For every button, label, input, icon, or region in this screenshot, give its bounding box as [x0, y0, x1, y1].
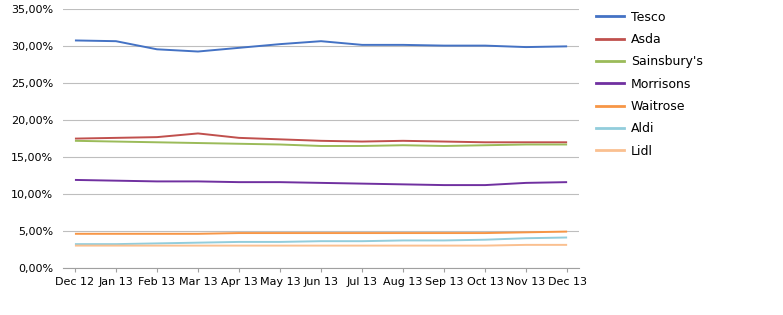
Morrisons: [439, 183, 449, 187]
Line: Sainsbury's: Sainsbury's: [75, 141, 567, 146]
Asda: [439, 140, 449, 143]
Sainsbury's: [276, 143, 285, 146]
Lidl: [111, 244, 121, 248]
Sainsbury's: [439, 144, 449, 148]
Tesco: [316, 39, 326, 43]
Aldi: [111, 242, 121, 246]
Tesco: [193, 50, 203, 54]
Aldi: [399, 238, 408, 242]
Aldi: [276, 240, 285, 244]
Sainsbury's: [111, 140, 121, 143]
Sainsbury's: [521, 143, 531, 146]
Waitrose: [193, 232, 203, 236]
Aldi: [193, 241, 203, 244]
Morrisons: [70, 178, 80, 182]
Waitrose: [234, 231, 244, 235]
Aldi: [316, 239, 326, 243]
Waitrose: [357, 231, 366, 235]
Waitrose: [562, 230, 572, 233]
Sainsbury's: [152, 140, 161, 144]
Tesco: [152, 48, 161, 51]
Asda: [276, 137, 285, 141]
Sainsbury's: [357, 144, 366, 148]
Sainsbury's: [316, 144, 326, 148]
Asda: [521, 140, 531, 144]
Tesco: [70, 38, 80, 42]
Aldi: [152, 242, 161, 245]
Asda: [357, 140, 366, 143]
Lidl: [276, 244, 285, 248]
Waitrose: [70, 232, 80, 236]
Tesco: [439, 44, 449, 48]
Asda: [193, 132, 203, 135]
Sainsbury's: [481, 143, 490, 147]
Sainsbury's: [234, 142, 244, 146]
Asda: [562, 140, 572, 144]
Line: Lidl: Lidl: [75, 245, 567, 246]
Tesco: [276, 42, 285, 46]
Sainsbury's: [562, 143, 572, 146]
Lidl: [562, 243, 572, 247]
Asda: [111, 136, 121, 140]
Morrisons: [152, 180, 161, 183]
Asda: [316, 139, 326, 143]
Morrisons: [234, 180, 244, 184]
Lidl: [152, 244, 161, 248]
Asda: [234, 136, 244, 140]
Aldi: [481, 238, 490, 242]
Morrisons: [481, 183, 490, 187]
Tesco: [399, 43, 408, 47]
Asda: [70, 137, 80, 140]
Waitrose: [521, 231, 531, 234]
Lidl: [357, 244, 366, 248]
Morrisons: [562, 180, 572, 184]
Aldi: [562, 236, 572, 239]
Aldi: [357, 239, 366, 243]
Waitrose: [111, 232, 121, 236]
Morrisons: [276, 180, 285, 184]
Asda: [399, 139, 408, 143]
Line: Morrisons: Morrisons: [75, 180, 567, 185]
Morrisons: [111, 179, 121, 183]
Tesco: [111, 39, 121, 43]
Morrisons: [357, 182, 366, 186]
Waitrose: [152, 232, 161, 236]
Waitrose: [399, 231, 408, 235]
Lidl: [481, 244, 490, 248]
Tesco: [234, 46, 244, 50]
Sainsbury's: [399, 143, 408, 147]
Aldi: [234, 240, 244, 244]
Waitrose: [276, 231, 285, 235]
Sainsbury's: [193, 141, 203, 145]
Tesco: [521, 45, 531, 49]
Tesco: [357, 43, 366, 47]
Morrisons: [193, 180, 203, 183]
Waitrose: [316, 231, 326, 235]
Aldi: [70, 242, 80, 246]
Tesco: [481, 44, 490, 48]
Lidl: [70, 244, 80, 248]
Line: Asda: Asda: [75, 134, 567, 142]
Lidl: [316, 244, 326, 248]
Waitrose: [481, 231, 490, 235]
Tesco: [562, 44, 572, 48]
Asda: [152, 135, 161, 139]
Waitrose: [439, 231, 449, 235]
Morrisons: [521, 181, 531, 185]
Legend: Tesco, Asda, Sainsbury's, Morrisons, Waitrose, Aldi, Lidl: Tesco, Asda, Sainsbury's, Morrisons, Wai…: [596, 10, 703, 158]
Morrisons: [399, 182, 408, 186]
Line: Aldi: Aldi: [75, 238, 567, 244]
Lidl: [193, 244, 203, 248]
Asda: [481, 140, 490, 144]
Morrisons: [316, 181, 326, 185]
Lidl: [399, 244, 408, 248]
Aldi: [521, 236, 531, 240]
Aldi: [439, 238, 449, 242]
Sainsbury's: [70, 139, 80, 143]
Lidl: [521, 243, 531, 247]
Line: Tesco: Tesco: [75, 40, 567, 52]
Lidl: [439, 244, 449, 248]
Line: Waitrose: Waitrose: [75, 232, 567, 234]
Lidl: [234, 244, 244, 248]
